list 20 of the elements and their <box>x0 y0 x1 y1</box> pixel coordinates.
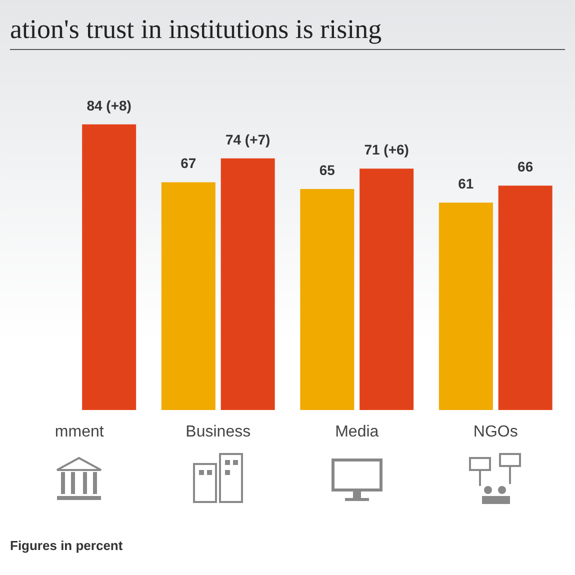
data-label: 65 <box>319 162 336 178</box>
x-tick-label: NGOs <box>473 424 518 440</box>
text: Figures in percent <box>10 538 123 553</box>
bar <box>161 182 216 410</box>
data-label: 61 <box>458 176 474 192</box>
data-label: 66 <box>518 158 534 175</box>
x-tick-label: Media <box>335 424 379 440</box>
bar <box>220 158 275 410</box>
data-label: 84 (+8) <box>86 97 132 114</box>
bar <box>82 124 136 410</box>
bar <box>498 186 552 410</box>
x-tick-label: Business <box>186 424 251 440</box>
bar <box>360 168 414 410</box>
chart-title: ation's trust in institutions is rising <box>10 14 565 50</box>
x-tick-label: mment <box>54 424 104 440</box>
bar <box>300 189 354 410</box>
data-label: 67 <box>180 155 196 172</box>
data-label: 71 (+6) <box>364 142 409 158</box>
data-label: 74 (+7) <box>225 131 270 148</box>
bar <box>438 202 493 410</box>
